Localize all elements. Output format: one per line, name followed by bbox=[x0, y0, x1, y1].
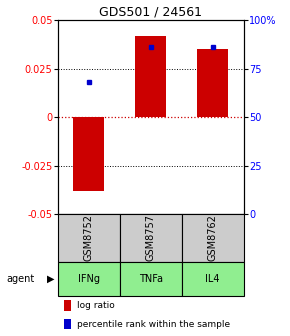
Bar bbox=[64, 300, 71, 311]
Text: GSM8762: GSM8762 bbox=[208, 214, 218, 261]
Bar bbox=[64, 319, 71, 329]
Title: GDS501 / 24561: GDS501 / 24561 bbox=[99, 6, 202, 19]
Text: GSM8757: GSM8757 bbox=[146, 214, 156, 261]
Bar bbox=[135, 36, 166, 117]
Bar bbox=[58, 214, 120, 261]
Bar bbox=[58, 261, 120, 296]
Text: IL4: IL4 bbox=[205, 274, 220, 284]
Text: IFNg: IFNg bbox=[78, 274, 100, 284]
Text: ▶: ▶ bbox=[47, 274, 55, 284]
Text: GSM8752: GSM8752 bbox=[84, 214, 94, 261]
Bar bbox=[182, 261, 244, 296]
Bar bbox=[73, 117, 104, 191]
Text: agent: agent bbox=[6, 274, 35, 284]
Bar bbox=[182, 214, 244, 261]
Text: log ratio: log ratio bbox=[77, 301, 115, 310]
Text: TNFa: TNFa bbox=[139, 274, 163, 284]
Bar bbox=[197, 49, 228, 117]
Text: percentile rank within the sample: percentile rank within the sample bbox=[77, 320, 230, 329]
Bar bbox=[120, 214, 182, 261]
Bar bbox=[120, 261, 182, 296]
